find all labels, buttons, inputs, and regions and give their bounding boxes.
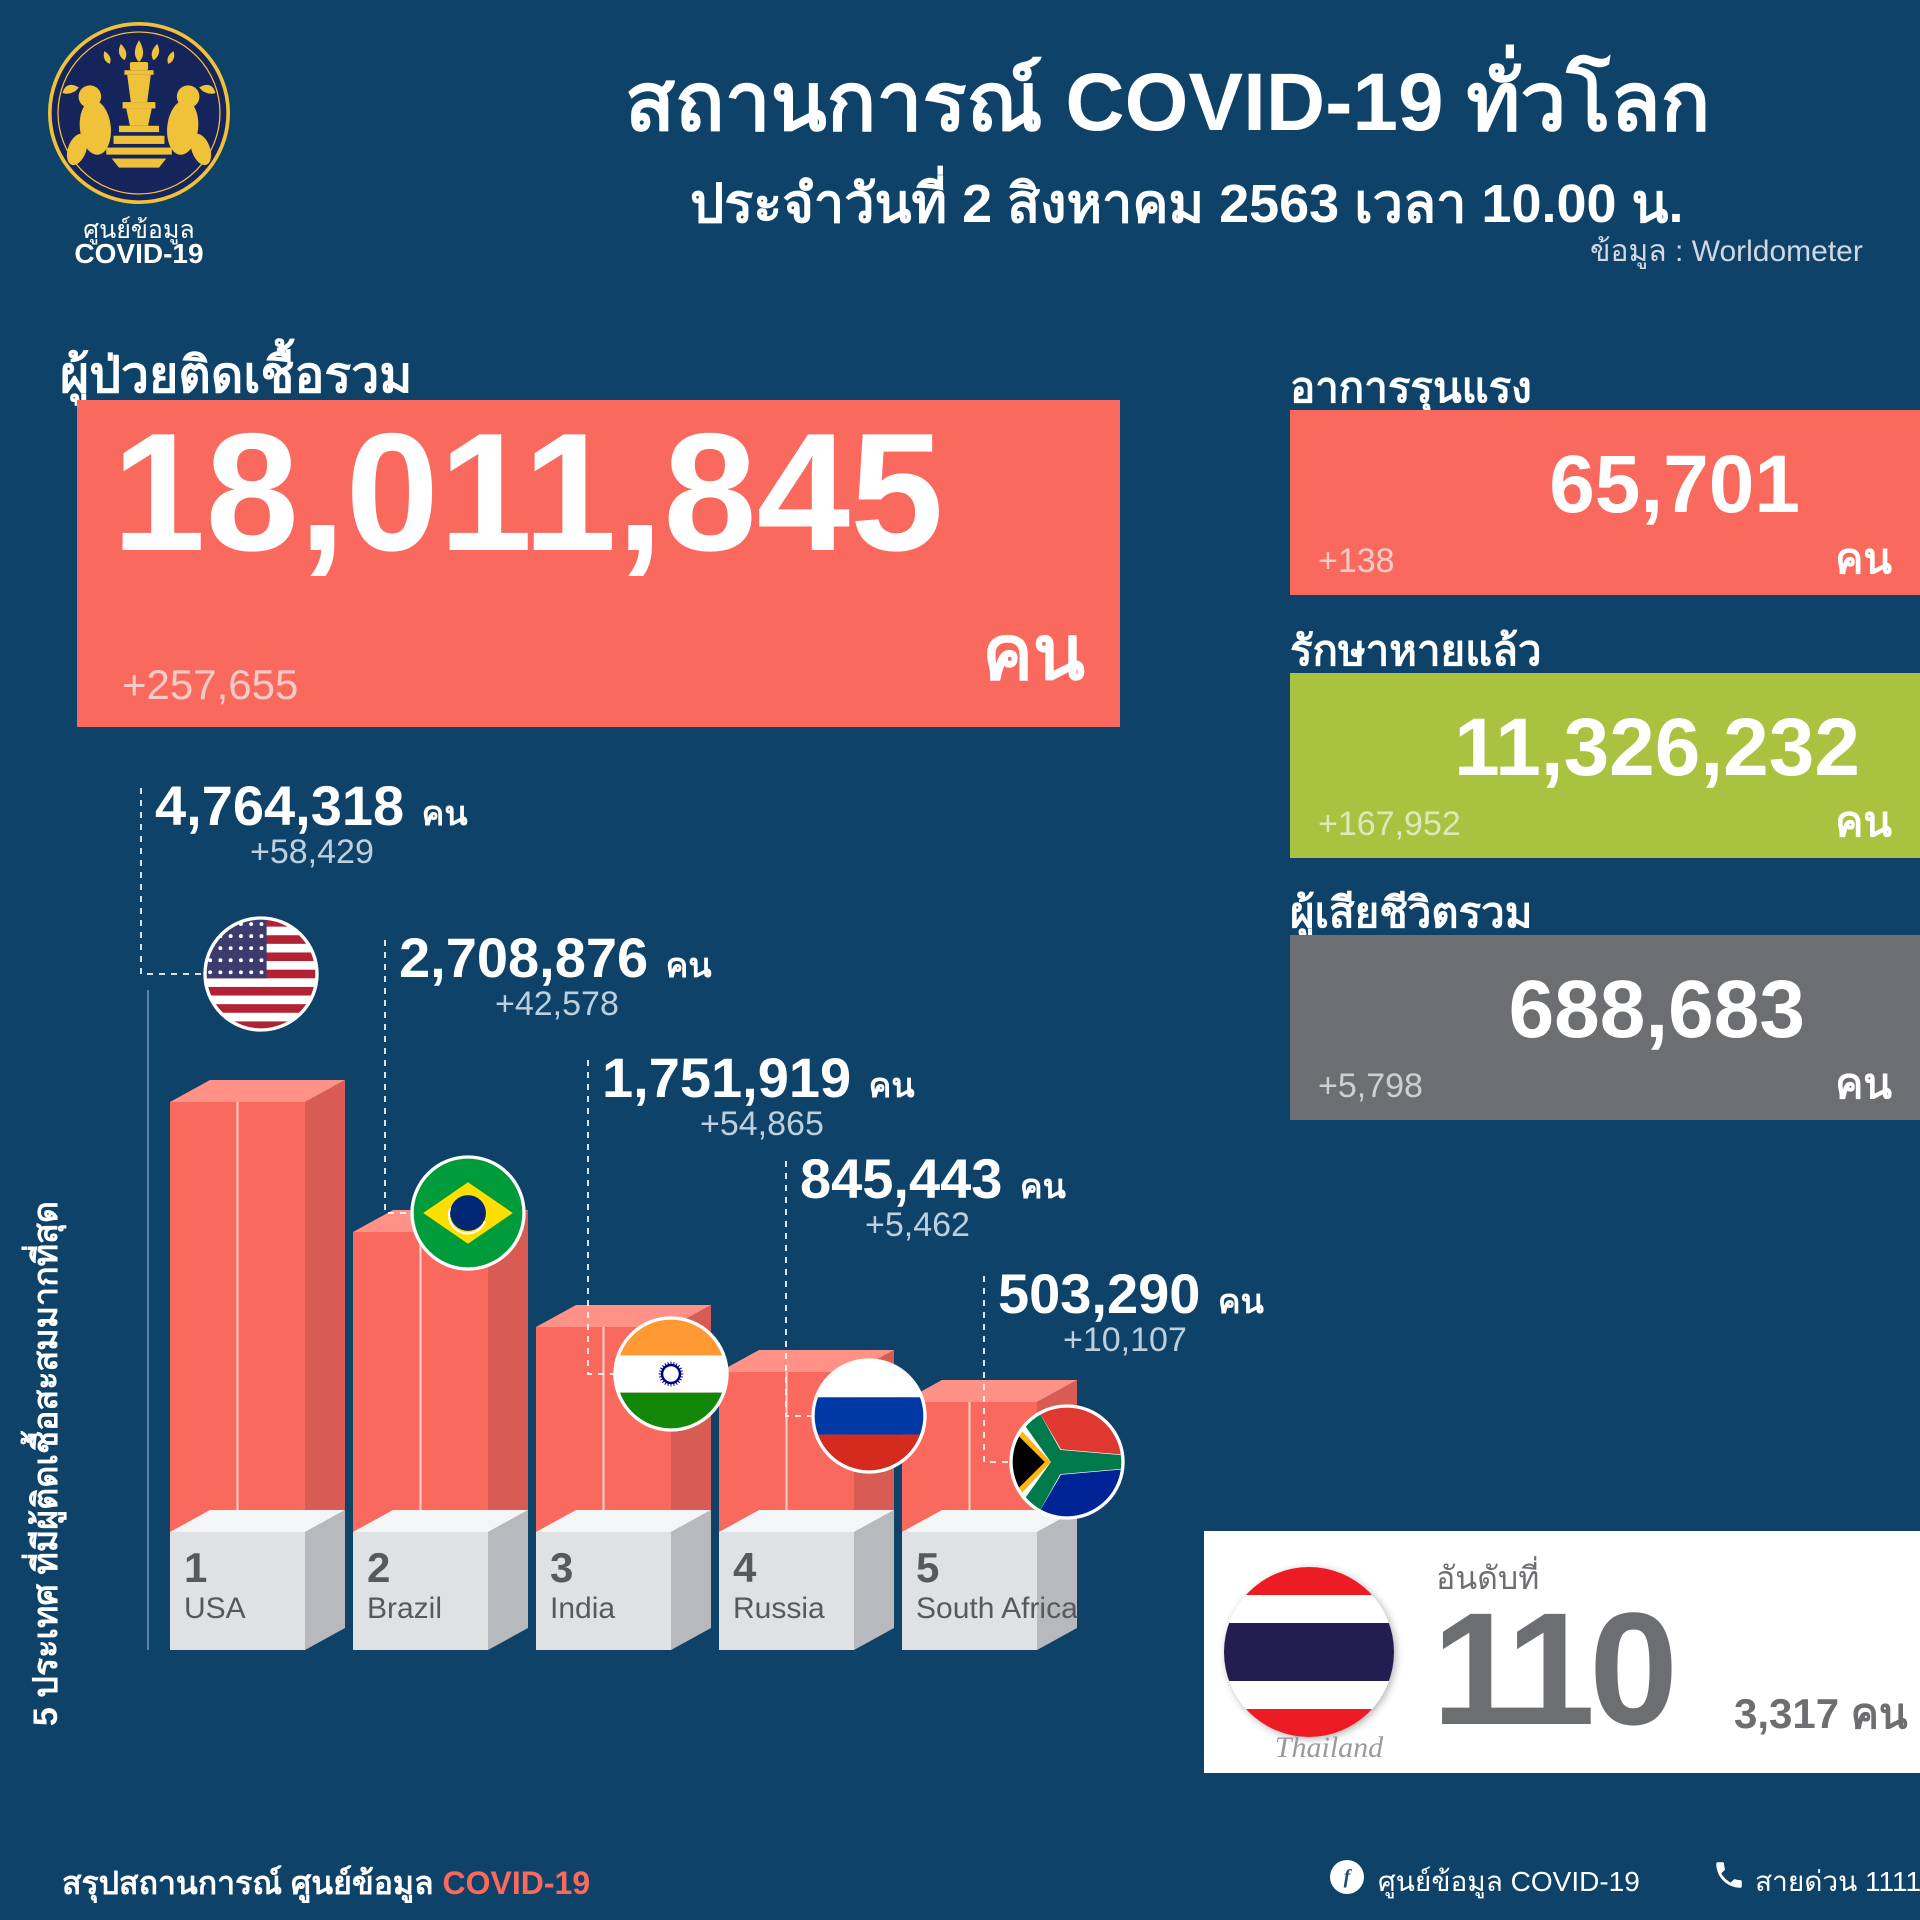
svg-text:1: 1 xyxy=(184,1544,207,1591)
svg-text:India: India xyxy=(550,1592,615,1625)
svg-text:3: 3 xyxy=(550,1544,573,1591)
svg-text:USA: USA xyxy=(184,1592,246,1625)
svg-text:4: 4 xyxy=(733,1544,757,1591)
svg-text:Russia: Russia xyxy=(733,1592,825,1625)
svg-text:2: 2 xyxy=(367,1544,390,1591)
svg-text:+58,429: +58,429 xyxy=(250,833,374,871)
svg-text:Brazil: Brazil xyxy=(367,1592,442,1625)
svg-text:South Africa: South Africa xyxy=(916,1592,1078,1625)
svg-text:5: 5 xyxy=(916,1544,939,1591)
svg-text:4,764,318 คน: 4,764,318 คน xyxy=(155,774,468,837)
